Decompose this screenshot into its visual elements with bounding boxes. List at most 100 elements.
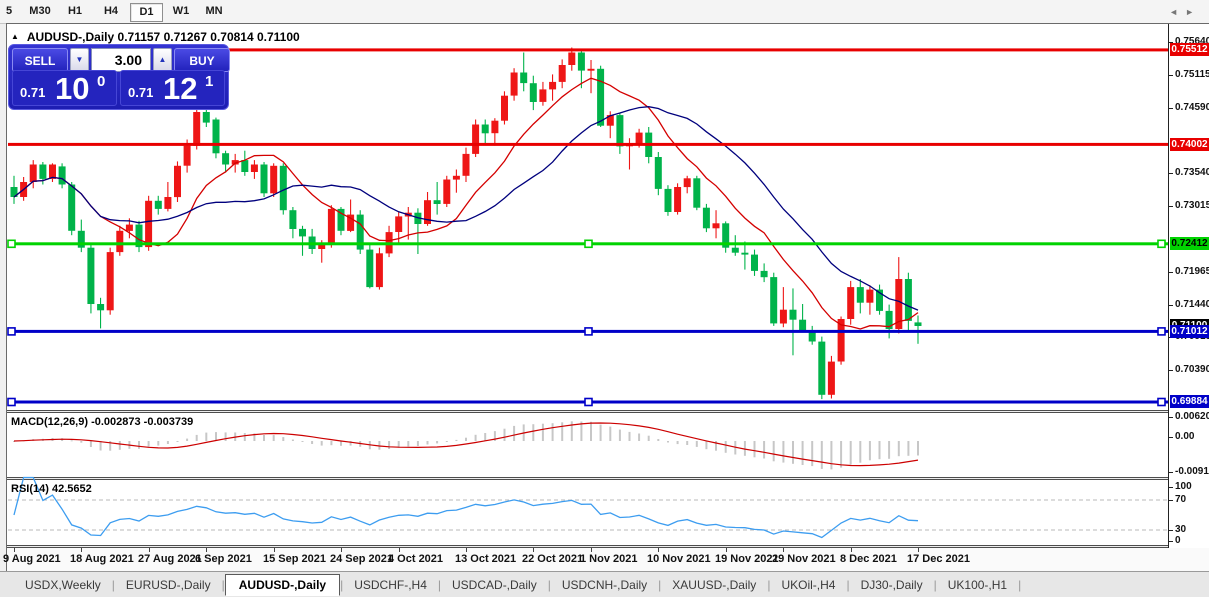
macd-histogram-bar bbox=[532, 424, 535, 441]
chart-tab-usdx-weekly[interactable]: USDX,Weekly bbox=[25, 577, 101, 592]
chart-tab-eurusd-daily[interactable]: EURUSD-,Daily bbox=[125, 577, 211, 592]
volume-increase-button[interactable]: ▲ bbox=[153, 48, 172, 72]
time-axis-tick bbox=[81, 548, 82, 552]
tab-scroll-right-icon[interactable]: ► bbox=[1185, 7, 1201, 17]
axis-tick bbox=[1169, 472, 1173, 473]
horizontal-line[interactable] bbox=[8, 48, 1169, 52]
axis-tick bbox=[1169, 541, 1173, 542]
axis-tick bbox=[1169, 75, 1173, 76]
line-handle[interactable] bbox=[7, 327, 16, 336]
line-handle[interactable] bbox=[584, 239, 593, 249]
candle bbox=[827, 361, 835, 395]
chart-tab-audusd-daily[interactable]: AUDUSD-,Daily bbox=[224, 573, 341, 596]
candle bbox=[760, 270, 768, 278]
line-handle[interactable] bbox=[1157, 327, 1166, 336]
candle bbox=[39, 164, 47, 179]
timeframe-button-H4[interactable]: H4 bbox=[103, 5, 119, 17]
date-label: 4 Oct 2021 bbox=[388, 553, 444, 565]
macd-histogram-bar bbox=[695, 441, 698, 447]
timeframe-button-MN[interactable]: MN bbox=[205, 5, 223, 17]
candle bbox=[597, 68, 605, 126]
candle bbox=[375, 253, 383, 288]
candle bbox=[212, 119, 220, 154]
timeframe-button-D1[interactable]: D1 bbox=[130, 3, 163, 22]
date-label: 15 Sep 2021 bbox=[263, 553, 326, 565]
line-handle[interactable] bbox=[7, 397, 16, 407]
date-label: 19 Nov 2021 bbox=[715, 553, 779, 565]
candle bbox=[722, 223, 730, 248]
macd-signal-line bbox=[13, 422, 919, 467]
tab-scroll-left-icon[interactable]: ◄ bbox=[1169, 7, 1186, 17]
buy-price-quote[interactable]: 0.71 12 1 bbox=[120, 70, 225, 106]
macd-histogram-bar bbox=[147, 441, 150, 447]
chart-tab-usdcad-daily[interactable]: USDCAD-,Daily bbox=[452, 577, 537, 592]
volume-input[interactable] bbox=[91, 48, 151, 72]
rsi-label: RSI(14) 42.5652 bbox=[11, 483, 92, 495]
macd-canvas[interactable] bbox=[0, 413, 1209, 477]
volume-decrease-button[interactable]: ▼ bbox=[70, 48, 89, 72]
macd-histogram-bar bbox=[657, 439, 660, 441]
chart-tab-ukoil-h4[interactable]: UKOil-,H4 bbox=[781, 577, 836, 592]
tab-scroll-arrows: ◄► bbox=[1169, 7, 1201, 17]
rsi-canvas[interactable] bbox=[0, 476, 1209, 545]
candle bbox=[895, 279, 903, 329]
chart-tab-usdcnh-daily[interactable]: USDCNH-,Daily bbox=[561, 577, 648, 592]
axis-tick bbox=[1169, 500, 1173, 501]
macd-histogram-bar bbox=[349, 441, 352, 446]
date-label: 29 Nov 2021 bbox=[772, 553, 836, 565]
timeframe-button-H1[interactable]: H1 bbox=[67, 5, 83, 17]
chart-tab-dj30-daily[interactable]: DJ30-,Daily bbox=[860, 577, 923, 592]
time-axis[interactable]: 9 Aug 2021 18 Aug 2021 27 Aug 2021 6 Sep 20… bbox=[3, 548, 1209, 571]
candle bbox=[395, 216, 403, 232]
axis-tick bbox=[1169, 437, 1173, 438]
line-handle[interactable] bbox=[584, 327, 593, 336]
chart-tab-uk100-h1[interactable]: UK100-,H1 bbox=[947, 577, 1008, 592]
candle bbox=[135, 224, 143, 248]
candle bbox=[683, 178, 691, 188]
candle bbox=[164, 197, 172, 209]
candle bbox=[87, 247, 95, 304]
line-handle[interactable] bbox=[1157, 239, 1166, 249]
panel-divider[interactable] bbox=[7, 545, 1209, 548]
price-axis[interactable]: 0.75640 0.75115 0.74590 0.73540 0.73015 0.719… bbox=[1168, 24, 1209, 548]
collapse-icon[interactable]: ▲ bbox=[11, 32, 19, 41]
line-handle[interactable] bbox=[1157, 397, 1166, 407]
time-axis-tick bbox=[591, 548, 592, 552]
time-axis-tick bbox=[149, 548, 150, 552]
candle bbox=[799, 319, 807, 331]
macd-histogram-bar bbox=[686, 441, 689, 445]
macd-histogram-bar bbox=[907, 441, 910, 456]
timeframe-button-W1[interactable]: W1 bbox=[172, 5, 190, 17]
buy-button[interactable]: BUY bbox=[174, 48, 230, 72]
macd-axis-label: 0.00 bbox=[1175, 431, 1195, 442]
horizontal-line[interactable] bbox=[8, 142, 1169, 146]
candle bbox=[847, 287, 855, 319]
timeframe-button-5[interactable]: 5 bbox=[5, 5, 13, 17]
sell-button[interactable]: SELL bbox=[12, 48, 68, 72]
main-chart-canvas[interactable] bbox=[0, 24, 1209, 410]
panel-divider[interactable] bbox=[7, 410, 1209, 413]
date-label: 9 Aug 2021 bbox=[3, 553, 61, 565]
panel-divider[interactable] bbox=[7, 477, 1209, 480]
candle bbox=[837, 319, 845, 362]
macd-histogram-bar bbox=[840, 441, 843, 468]
sell-price-prefix: 0.71 bbox=[20, 85, 46, 100]
line-handle[interactable] bbox=[7, 239, 16, 249]
candle bbox=[702, 207, 710, 229]
sell-price-quote[interactable]: 0.71 10 0 bbox=[12, 70, 117, 106]
candle bbox=[174, 165, 181, 198]
candle bbox=[885, 310, 893, 329]
chart-tab-xauusd-daily[interactable]: XAUUSD-,Daily bbox=[672, 577, 757, 592]
price-level-tag: 0.69884 bbox=[1170, 395, 1209, 408]
macd-histogram-bar bbox=[397, 441, 400, 448]
timeframe-button-M30[interactable]: M30 bbox=[29, 5, 51, 17]
price-tick-label: 0.70390 bbox=[1175, 364, 1209, 375]
date-label: 1 Nov 2021 bbox=[580, 553, 638, 565]
macd-histogram-bar bbox=[205, 432, 208, 441]
tab-separator: | bbox=[111, 577, 115, 592]
candle bbox=[424, 200, 431, 224]
candle bbox=[29, 164, 37, 182]
line-handle[interactable] bbox=[584, 397, 593, 407]
macd-histogram-bar bbox=[820, 441, 823, 469]
chart-tab-usdchf-h4[interactable]: USDCHF-,H4 bbox=[354, 577, 427, 592]
